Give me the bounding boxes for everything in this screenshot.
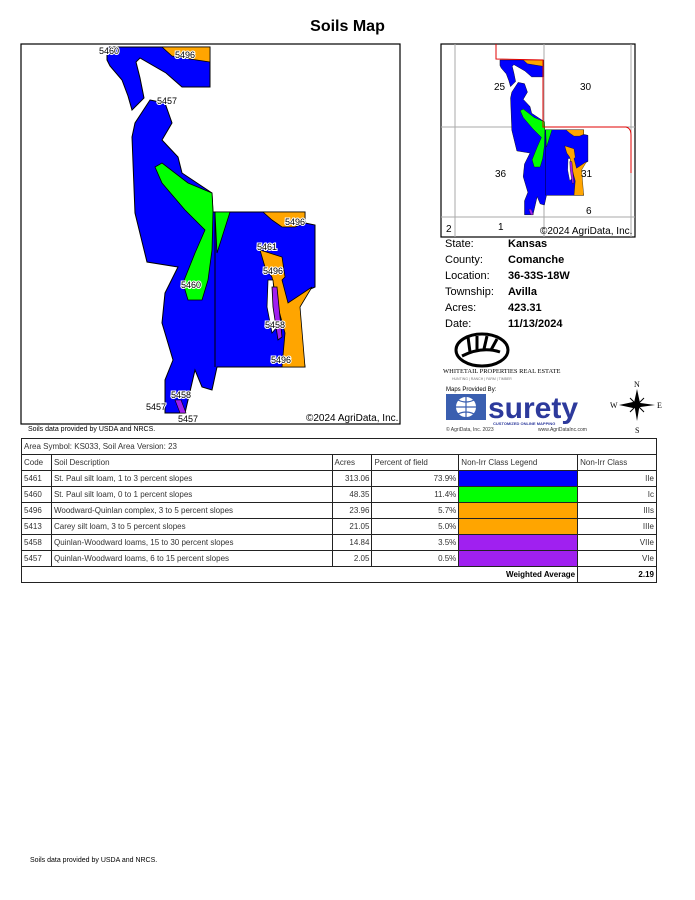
boundary-line [495, 44, 632, 173]
legend-swatch [458, 486, 579, 503]
soil-percent: 3.5% [371, 534, 460, 551]
soil-class: VIIe [577, 534, 657, 551]
map-label: 5461 [257, 242, 277, 252]
section-label: 2 [446, 224, 452, 235]
map-source-note: Soils data provided by USDA and NRCS. [28, 426, 156, 433]
whitetail-logo [454, 332, 510, 368]
table-row: 5496 Woodward-Quinlan complex, 3 to 5 pe… [21, 502, 657, 519]
map-label: 5457 [146, 402, 166, 412]
map-label: 5457 [178, 414, 198, 424]
soils-table: Area Symbol: KS033, Soil Area Version: 2… [20, 438, 657, 583]
soil-percent: 11.4% [371, 486, 460, 503]
agridata-copyright: © AgriData, Inc. 2023 [446, 426, 494, 433]
soil-description: Carey silt loam, 3 to 5 percent slopes [50, 518, 333, 535]
table-row: 5458 Quinlan-Woodward loams, 15 to 30 pe… [21, 534, 657, 551]
soil-percent: 5.7% [371, 502, 460, 519]
soil-acres: 313.06 [331, 470, 373, 487]
whitetail-name: WHITETAIL PROPERTIES REAL ESTATE [443, 368, 560, 375]
svg-text:E: E [657, 401, 662, 410]
svg-text:S: S [635, 426, 639, 435]
soil-code: 5413 [21, 518, 52, 535]
whitetail-tagline: HUNTING | RANCH | FARM | TIMBER [452, 377, 512, 381]
svg-text:N: N [634, 380, 640, 389]
table-row: 5460 St. Paul silt loam, 0 to 1 percent … [21, 486, 657, 503]
soil-percent: 73.9% [371, 470, 460, 487]
legend-swatch [458, 470, 579, 487]
soil-percent: 5.0% [371, 518, 460, 535]
soil-description: Quinlan-Woodward loams, 15 to 30 percent… [50, 534, 333, 551]
main-map-labels: 5460 5496 5457 5496 5461 5496 5460 5458 … [98, 45, 306, 425]
soil-code: 5461 [21, 470, 52, 487]
soil-percent: 0.5% [371, 550, 460, 567]
globe-icon [446, 394, 486, 420]
table-row: 5413 Carey silt loam, 3 to 5 percent slo… [21, 518, 657, 535]
svg-text:W: W [610, 401, 618, 410]
map-label: 5458 [171, 390, 191, 400]
compass-rose-icon: N S W E [610, 380, 662, 435]
surety-tagline: CUSTOMIZED ONLINE MAPPING [493, 421, 555, 426]
section-label: 6 [586, 206, 592, 217]
soil-code: 5457 [21, 550, 52, 567]
map-label: 5457 [157, 96, 177, 106]
map-label: 5496 [263, 266, 283, 276]
footer-note: Soils data provided by USDA and NRCS. [30, 857, 158, 864]
soil-acres: 48.35 [331, 486, 373, 503]
map-label: 5496 [285, 217, 305, 227]
soil-acres: 23.96 [331, 502, 373, 519]
soil-class: Ic [577, 486, 657, 503]
soil-description: Woodward-Quinlan complex, 3 to 5 percent… [50, 502, 333, 519]
table-row: 5457 Quinlan-Woodward loams, 6 to 15 per… [21, 550, 657, 567]
map-label: 5496 [175, 50, 195, 60]
legend-swatch [458, 550, 579, 567]
section-label: 25 [494, 82, 506, 93]
inset-copyright: ©2024 AgriData, Inc. [540, 226, 632, 237]
soil-code: 5496 [21, 502, 52, 519]
soil-description: Quinlan-Woodward loams, 6 to 15 percent … [50, 550, 333, 567]
legend-swatch [458, 502, 579, 519]
main-map-copyright: ©2024 AgriData, Inc. [306, 413, 398, 424]
soil-code: 5458 [21, 534, 52, 551]
legend-swatch [458, 518, 579, 535]
soil-class: IIIs [577, 502, 657, 519]
page-title: Soils Map [310, 18, 385, 35]
agridata-url: www.AgriDataInc.com [538, 427, 587, 433]
soil-description: St. Paul silt loam, 0 to 1 percent slope… [50, 486, 333, 503]
legend-swatch [458, 534, 579, 551]
maps-provided-label: Maps Provided By: [446, 387, 497, 393]
surety-logo-text: surety [488, 392, 578, 425]
area-symbol: Area Symbol: KS033, Soil Area Version: 2… [21, 438, 657, 455]
weighted-average-row: Weighted Average 2.19 [20, 566, 657, 583]
map-label: 5458 [265, 320, 285, 330]
table-header: Code Soil Description Acres Percent of f… [21, 454, 657, 471]
table-row: 5461 St. Paul silt loam, 1 to 3 percent … [21, 470, 657, 487]
section-label: 1 [498, 222, 504, 233]
soil-description: St. Paul silt loam, 1 to 3 percent slope… [50, 470, 333, 487]
section-label: 31 [581, 169, 593, 180]
soil-code: 5460 [21, 486, 52, 503]
soil-class: VIe [577, 550, 657, 567]
soil-acres: 21.05 [331, 518, 373, 535]
section-label: 30 [580, 82, 592, 93]
soil-acres: 2.05 [331, 550, 373, 567]
soil-class: IIe [577, 470, 657, 487]
map-label: 5496 [271, 355, 291, 365]
section-label: 36 [495, 169, 507, 180]
map-label: 5460 [99, 46, 119, 56]
soil-acres: 14.84 [331, 534, 373, 551]
soil-class: IIIe [577, 518, 657, 535]
map-label: 5460 [181, 280, 201, 290]
